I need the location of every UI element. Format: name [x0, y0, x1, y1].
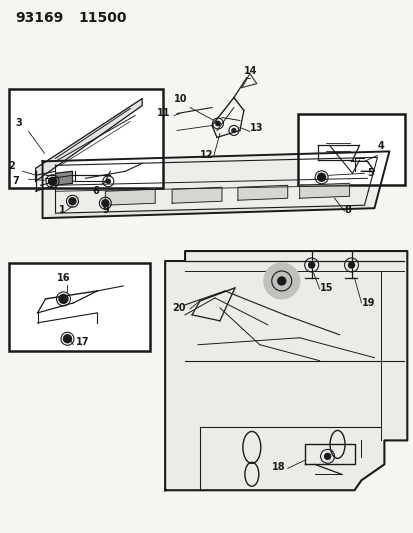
Text: 2: 2: [9, 161, 15, 171]
Text: 6: 6: [92, 186, 99, 196]
Circle shape: [263, 263, 299, 299]
Text: 7: 7: [13, 176, 19, 187]
Circle shape: [48, 177, 56, 185]
Circle shape: [231, 128, 235, 133]
Bar: [9, 263, 150, 351]
Polygon shape: [55, 171, 72, 185]
Text: 11: 11: [157, 108, 170, 117]
Text: 12: 12: [199, 150, 213, 160]
Polygon shape: [299, 183, 349, 198]
Text: 11500: 11500: [78, 11, 127, 25]
Circle shape: [106, 179, 110, 183]
Polygon shape: [43, 205, 373, 218]
Circle shape: [348, 262, 354, 268]
Text: 13: 13: [249, 124, 263, 133]
Text: 8: 8: [344, 205, 351, 215]
Circle shape: [317, 173, 325, 181]
Text: 5: 5: [367, 168, 373, 179]
Bar: [9, 88, 163, 188]
Text: 1: 1: [58, 205, 65, 215]
Text: 9: 9: [102, 205, 109, 215]
Circle shape: [59, 294, 68, 303]
Circle shape: [63, 335, 71, 343]
Circle shape: [324, 454, 330, 459]
Text: 10: 10: [174, 94, 187, 103]
Text: 14: 14: [243, 66, 257, 76]
Polygon shape: [165, 251, 406, 490]
Polygon shape: [105, 189, 155, 205]
Text: 16: 16: [57, 273, 70, 283]
Polygon shape: [43, 151, 389, 218]
Text: 4: 4: [377, 141, 383, 151]
Text: 3: 3: [16, 118, 22, 128]
Circle shape: [277, 277, 285, 285]
Circle shape: [215, 122, 220, 126]
Polygon shape: [237, 185, 287, 200]
Text: 20: 20: [172, 303, 185, 313]
Text: 18: 18: [271, 462, 285, 472]
Circle shape: [102, 200, 109, 207]
Circle shape: [69, 198, 76, 205]
Circle shape: [308, 262, 314, 268]
Bar: [297, 114, 404, 185]
Text: 19: 19: [361, 298, 374, 308]
Text: 93169: 93169: [16, 11, 64, 25]
Text: 17: 17: [75, 337, 89, 347]
Text: 15: 15: [319, 283, 332, 293]
Polygon shape: [36, 99, 142, 181]
Polygon shape: [172, 187, 221, 203]
